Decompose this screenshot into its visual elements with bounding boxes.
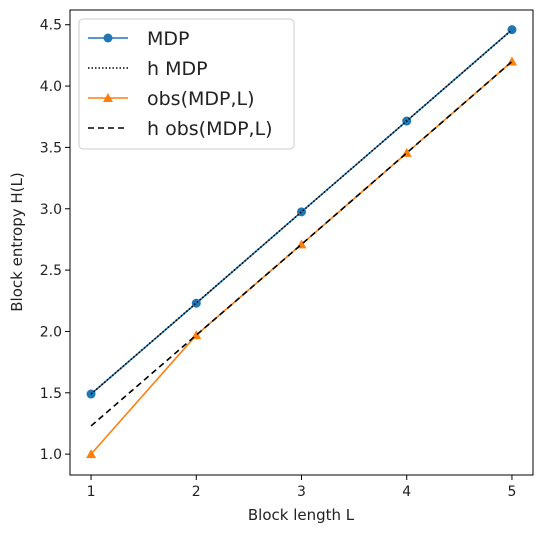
- y-tick-label: 2.0: [40, 324, 62, 340]
- y-tick-label: 2.5: [40, 263, 62, 279]
- legend: MDP h MDP obs(MDP,L) h obs(MDP,L): [79, 19, 294, 149]
- y-axis-title: Block entropy H(L): [8, 172, 26, 311]
- x-axis-title: Block length L: [248, 506, 355, 524]
- legend-label: obs(MDP,L): [147, 88, 255, 110]
- y-tick-label: 3.0: [40, 202, 62, 218]
- data-point: [507, 25, 516, 34]
- legend-label: MDP: [147, 28, 189, 50]
- legend-label: h MDP: [147, 58, 208, 80]
- legend-label: h obs(MDP,L): [147, 118, 273, 140]
- x-tick-label: 5: [507, 484, 516, 500]
- x-tick-label: 2: [192, 484, 201, 500]
- y-tick-label: 1.0: [40, 447, 62, 463]
- y-tick-label: 4.0: [40, 79, 62, 95]
- y-tick-label: 3.5: [40, 140, 62, 156]
- data-point: [192, 299, 201, 308]
- x-tick-label: 3: [297, 484, 306, 500]
- y-tick-label: 4.5: [40, 18, 62, 34]
- data-point: [104, 34, 113, 43]
- x-tick-label: 4: [402, 484, 411, 500]
- x-tick-label: 1: [87, 484, 96, 500]
- y-tick-label: 1.5: [40, 386, 62, 402]
